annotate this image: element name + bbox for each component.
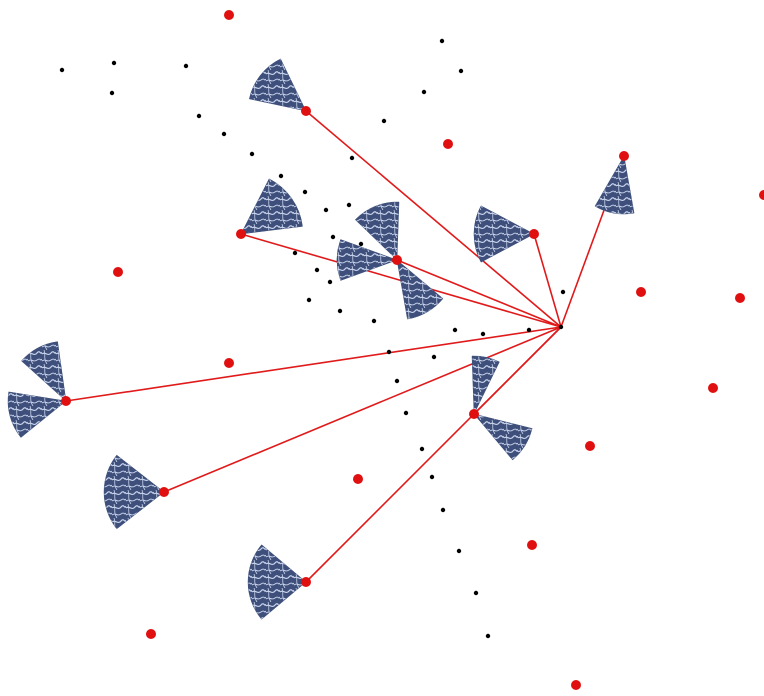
red-node (146, 629, 156, 639)
red-node (224, 10, 234, 20)
black-points (59, 38, 566, 639)
linked-node (529, 229, 539, 239)
black-point (485, 633, 491, 639)
link-line (533, 233, 562, 328)
red-node (735, 293, 745, 303)
black-point (221, 131, 227, 137)
linked-node (469, 409, 479, 419)
black-point (349, 155, 355, 161)
sector-wedge (354, 201, 400, 261)
black-point (346, 202, 352, 208)
black-point (109, 90, 115, 96)
black-point (439, 38, 445, 44)
black-point (394, 378, 400, 384)
sector-wedge (7, 391, 67, 438)
black-point (458, 68, 464, 74)
red-node (113, 267, 123, 277)
link-line (163, 326, 562, 493)
sector-wedge (473, 413, 533, 461)
black-point (358, 241, 364, 247)
link-line (305, 326, 562, 583)
black-point (371, 318, 377, 324)
linked-node (301, 577, 311, 587)
black-point (419, 446, 425, 452)
red-node (708, 383, 718, 393)
red-node (527, 540, 537, 550)
black-point (429, 474, 435, 480)
sector-wedge (247, 544, 307, 620)
black-point (452, 327, 458, 333)
wedges (7, 58, 635, 620)
black-point (278, 173, 284, 179)
red-node (636, 287, 646, 297)
black-point (403, 410, 409, 416)
linked-node (392, 255, 402, 265)
black-point (302, 189, 308, 195)
black-point (196, 113, 202, 119)
black-point (306, 297, 312, 303)
black-point (314, 267, 320, 273)
black-point (386, 349, 392, 355)
linked-node (236, 229, 246, 239)
black-point (381, 118, 387, 124)
black-point (183, 63, 189, 69)
black-point (249, 151, 255, 157)
red-node (353, 474, 363, 484)
red-nodes (61, 10, 764, 690)
red-node (585, 441, 595, 451)
linked-node (159, 487, 169, 497)
red-node (224, 358, 234, 368)
linked-node (619, 151, 629, 161)
sector-wedge (471, 355, 500, 415)
sector-wedge (396, 259, 444, 320)
sector-wedge (21, 341, 67, 402)
black-point (473, 590, 479, 596)
sector-wedge (473, 205, 535, 263)
black-point (560, 289, 566, 295)
black-point (323, 207, 329, 213)
black-point (431, 354, 437, 360)
sector-wedge (594, 155, 635, 215)
link-line (305, 110, 562, 328)
black-point (558, 324, 564, 330)
link-line (396, 259, 562, 328)
black-point (526, 327, 532, 333)
linked-node (301, 106, 311, 116)
linked-node (61, 396, 71, 406)
black-point (111, 60, 117, 66)
black-point (330, 234, 336, 240)
link-line (65, 326, 562, 402)
red-node (759, 190, 764, 200)
red-node (443, 139, 453, 149)
red-node (571, 680, 581, 690)
black-point (327, 279, 333, 285)
black-point (292, 250, 298, 256)
sector-wedge (103, 454, 165, 530)
black-point (480, 331, 486, 337)
black-point (421, 89, 427, 95)
black-point (456, 548, 462, 554)
sector-wedge (240, 178, 303, 235)
black-point (337, 308, 343, 314)
link-lines (65, 110, 625, 583)
black-point (59, 67, 65, 73)
black-point (440, 507, 446, 513)
sector-wedge (249, 58, 307, 112)
sector-wedge (336, 239, 398, 281)
